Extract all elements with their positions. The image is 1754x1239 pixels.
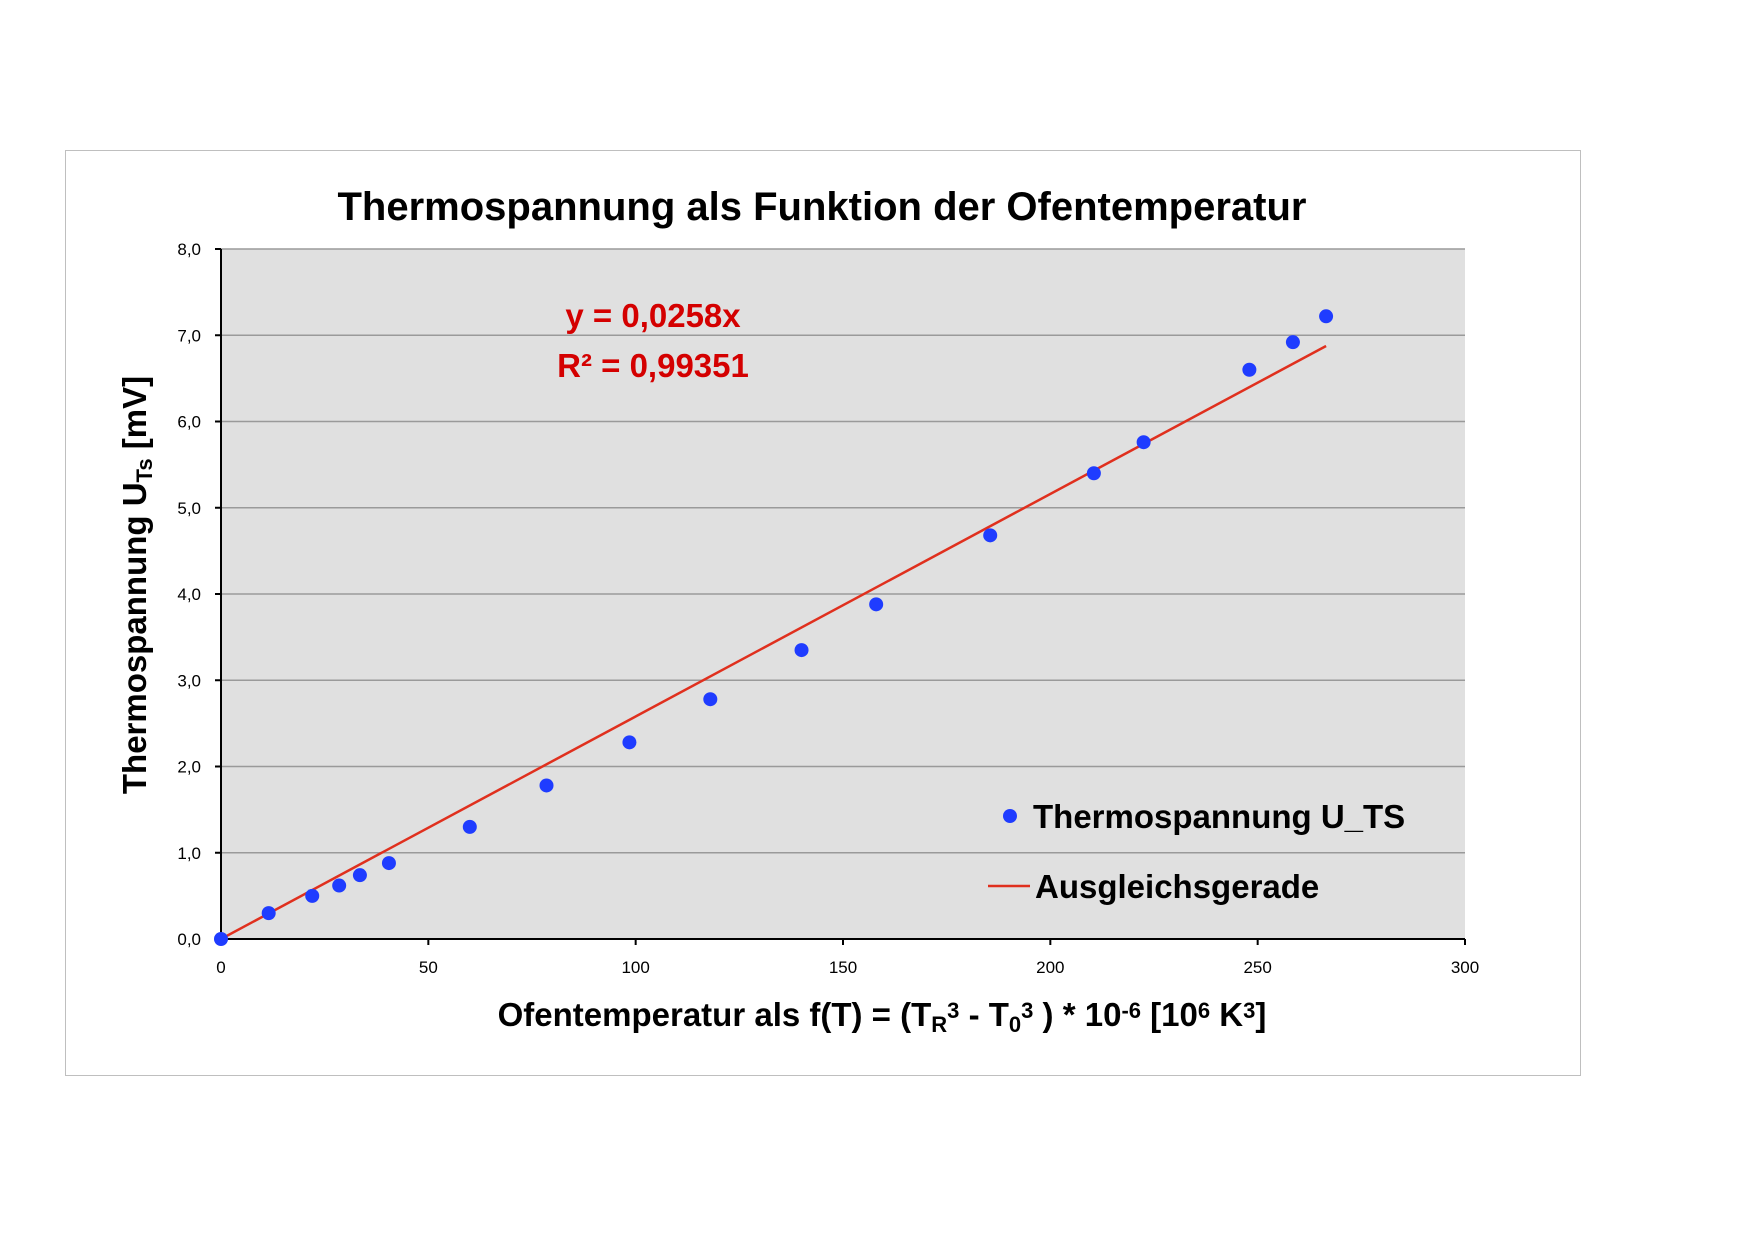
y-axis-title-part-2: [mV] [116, 376, 153, 459]
x-tick-label-1: 50 [419, 958, 438, 977]
x-axis-title-part-5: 3 [1021, 998, 1033, 1023]
data-point-16 [1285, 335, 1300, 350]
x-tick-label-4: 200 [1036, 958, 1064, 977]
x-tick-label-0: 0 [216, 958, 225, 977]
data-points [214, 309, 1334, 946]
x-axis-title-part-10: K [1210, 996, 1243, 1033]
x-tick-label-6: 300 [1451, 958, 1479, 977]
data-point-0 [214, 932, 228, 946]
y-tick-label-6: 6,0 [177, 413, 201, 432]
data-point-9 [703, 692, 718, 707]
y-axis-title-part-0: Thermospannung U [116, 482, 153, 794]
data-point-11 [869, 597, 884, 612]
data-point-14 [1136, 435, 1151, 450]
y-tick-label-0: 0,0 [177, 930, 201, 949]
y-tick-label-3: 3,0 [177, 671, 201, 690]
fit-equation: y = 0,0258x [565, 297, 741, 334]
data-point-17 [1319, 309, 1334, 324]
x-tick-group: 0 50 100 150 200 250 300 [216, 939, 1479, 977]
data-point-10 [794, 643, 809, 658]
data-point-12 [983, 528, 998, 543]
x-axis-title-part-0: Ofentemperatur als f(T) = (T [498, 996, 932, 1033]
data-point-4 [352, 868, 367, 883]
r-squared-label: R² = 0,99351 [557, 347, 749, 384]
data-point-1 [261, 906, 276, 921]
x-axis-title-part-11: 3 [1243, 998, 1255, 1023]
y-tick-label-2: 2,0 [177, 758, 201, 777]
y-tick-label-5: 5,0 [177, 499, 201, 518]
x-axis-title-part-8: [10 [1141, 996, 1198, 1033]
y-tick-label-4: 4,0 [177, 585, 201, 604]
data-point-3 [332, 878, 347, 893]
y-tick-label-8: 8,0 [177, 240, 201, 259]
legend-label-line: Ausgleichsgerade [1035, 868, 1319, 905]
x-axis-title-part-12: ] [1255, 996, 1266, 1033]
x-tick-label-3: 150 [829, 958, 857, 977]
data-point-7 [539, 778, 554, 793]
data-point-5 [381, 856, 396, 871]
legend-label-scatter: Thermospannung U_TS [1033, 798, 1405, 835]
x-axis-title-part-3: - T [959, 996, 1008, 1033]
x-axis-title-part-2: 3 [947, 998, 959, 1023]
x-tick-label-2: 100 [621, 958, 649, 977]
y-tick-group: 0,0 1,0 2,0 3,0 4,0 5,0 6,0 7,0 8,0 [177, 240, 221, 949]
y-tick-label-1: 1,0 [177, 844, 201, 863]
y-tick-label-7: 7,0 [177, 326, 201, 345]
x-axis-title-part-9: 6 [1198, 998, 1210, 1023]
data-point-13 [1086, 466, 1101, 481]
chart-title: Thermospannung als Funktion der Ofentemp… [338, 185, 1307, 229]
data-point-15 [1242, 362, 1257, 377]
x-axis-title: Ofentemperatur als f(T) = (TR3 - T03 ) *… [498, 996, 1267, 1037]
x-axis-title-part-1: R [931, 1012, 947, 1037]
data-point-6 [462, 819, 477, 834]
x-axis-title-part-6: ) * 10 [1033, 996, 1121, 1033]
legend: Thermospannung U_TS Ausgleichsgerade [988, 798, 1405, 905]
x-axis-title-part-7: -6 [1121, 998, 1141, 1023]
data-point-2 [305, 888, 320, 903]
x-tick-label-5: 250 [1243, 958, 1271, 977]
y-axis-title: Thermospannung UTs [mV] [116, 376, 157, 794]
y-axis-title-part-1: Ts [132, 458, 157, 482]
data-point-8 [622, 735, 637, 750]
legend-marker-scatter [1003, 809, 1017, 823]
x-axis-title-part-4: 0 [1009, 1012, 1021, 1037]
gridlines [221, 248, 1465, 854]
